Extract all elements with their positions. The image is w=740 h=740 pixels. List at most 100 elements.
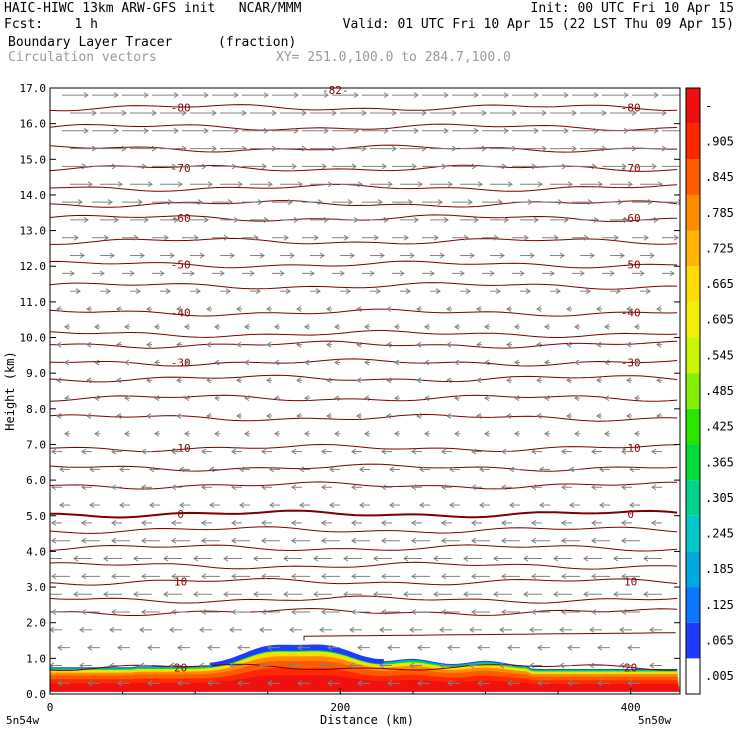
vector-arrow-head xyxy=(81,484,87,491)
colorbar-label: .425 xyxy=(705,420,734,434)
vector-arrow-head xyxy=(313,234,319,241)
vector-arrow-head xyxy=(471,537,477,544)
vector-arrow-head xyxy=(569,466,575,473)
vector-arrow-head xyxy=(471,609,477,615)
vector-arrow-head xyxy=(544,323,550,330)
vector-arrow-head xyxy=(231,609,237,615)
y-tick-label: 3.0 xyxy=(26,581,46,594)
colorbar-label: .485 xyxy=(705,384,734,398)
contour-label: -50 xyxy=(171,258,191,271)
vector-arrow-head xyxy=(449,502,455,508)
vector-arrow-head xyxy=(296,413,302,419)
vector-field-name: Circulation vectors xyxy=(8,50,157,65)
vector-arrow-head xyxy=(531,484,537,491)
colorbar-label: .905 xyxy=(705,134,734,148)
vector-arrow-head xyxy=(479,502,485,508)
vector-arrow-head xyxy=(147,680,153,687)
vector-arrow-head xyxy=(626,306,632,312)
vector-arrow-head xyxy=(381,519,387,526)
vector-arrow-head xyxy=(471,573,477,580)
vector-arrow-head xyxy=(167,199,173,205)
right-corner-location: 5n50w xyxy=(638,714,671,727)
vector-arrow-head xyxy=(171,609,177,615)
vector-arrow-head xyxy=(315,288,321,295)
contour-line xyxy=(50,481,678,490)
vector-arrow-head xyxy=(529,252,535,259)
vector-arrow-head xyxy=(661,145,667,152)
vector-arrow-head xyxy=(593,92,599,99)
vector-arrow-head xyxy=(477,680,483,687)
vector-arrow-head xyxy=(184,395,190,402)
vector-arrow-head xyxy=(484,359,490,366)
vector-arrow-head xyxy=(73,234,79,241)
colorbar-label: .065 xyxy=(705,634,734,648)
vector-arrow-head xyxy=(73,555,79,562)
vector-arrow-head xyxy=(323,127,329,134)
y-tick-label: 15.0 xyxy=(20,153,47,166)
vector-arrow-head xyxy=(394,323,400,330)
vector-arrow-head xyxy=(597,644,603,651)
vector-arrow-head xyxy=(509,502,515,508)
vector-arrow-head xyxy=(441,519,447,526)
vector-arrow-head xyxy=(296,341,302,348)
vector-arrow-head xyxy=(146,377,152,384)
vector-arrow-head xyxy=(339,270,345,277)
vector-arrow-head xyxy=(386,377,392,384)
vector-arrow-head xyxy=(266,306,272,312)
vector-arrow-head xyxy=(503,127,509,134)
header-model-title: HAIC-HIWC 13km ARW-GFS init NCAR/MMM xyxy=(4,1,302,16)
vector-arrow-head xyxy=(587,199,593,205)
vector-arrow-head xyxy=(465,288,471,295)
vector-arrow-head xyxy=(146,306,152,312)
vector-arrow-head xyxy=(411,163,417,170)
vector-arrow-head xyxy=(87,181,93,188)
vector-arrow-head xyxy=(263,92,269,99)
vector-arrow-head xyxy=(356,413,362,419)
vector-arrow-head xyxy=(621,448,627,455)
y-tick-label: 17.0 xyxy=(20,82,47,95)
vector-arrow-head xyxy=(214,430,220,437)
vector-arrow-head xyxy=(613,591,619,598)
colorbar-label: - xyxy=(705,99,712,113)
vector-arrow-head xyxy=(381,537,387,544)
vector-arrow-head xyxy=(499,626,505,633)
vector-arrow-head xyxy=(387,644,393,651)
vector-arrow-head xyxy=(627,680,633,687)
contour-line--30 xyxy=(50,358,678,367)
vector-arrow-head xyxy=(81,609,87,615)
vector-arrow-head xyxy=(617,199,623,205)
contour-line--50 xyxy=(50,260,678,269)
vector-arrow-head xyxy=(559,662,565,669)
vector-arrow-head xyxy=(64,395,70,402)
contour-line xyxy=(50,526,678,534)
vector-arrow-head xyxy=(514,359,520,366)
vector-arrow-head xyxy=(567,680,573,687)
vector-arrow-head xyxy=(627,181,633,188)
vector-arrow-head xyxy=(176,413,182,419)
vector-arrow-head xyxy=(523,591,529,598)
vector-arrow-head xyxy=(574,323,580,330)
vector-arrow-head xyxy=(236,377,242,384)
vector-arrow-head xyxy=(261,519,267,526)
vector-arrow-head xyxy=(79,252,85,259)
vector-arrow-head xyxy=(405,288,411,295)
vector-arrow-head xyxy=(143,92,149,99)
vector-arrow-head xyxy=(559,252,565,259)
vector-arrow-head xyxy=(117,680,123,687)
vector-arrow-head xyxy=(321,537,327,544)
vector-arrow-head xyxy=(364,430,370,437)
vector-arrow-head xyxy=(327,644,333,651)
vector-arrow-head xyxy=(229,252,235,259)
vector-arrow-head xyxy=(399,270,405,277)
vector-arrow-head xyxy=(387,181,393,188)
vector-arrow-head xyxy=(511,110,517,116)
vector-arrow-head xyxy=(154,395,160,402)
vector-arrow-head xyxy=(613,234,619,241)
y-tick-label: 11.0 xyxy=(20,296,47,309)
contour-line-0 xyxy=(50,509,678,519)
vector-arrow-head xyxy=(553,555,559,562)
vector-arrow-head xyxy=(381,609,387,615)
vector-arrow-head xyxy=(629,466,635,473)
vector-arrow-head xyxy=(173,127,179,134)
contour-line xyxy=(50,595,678,604)
